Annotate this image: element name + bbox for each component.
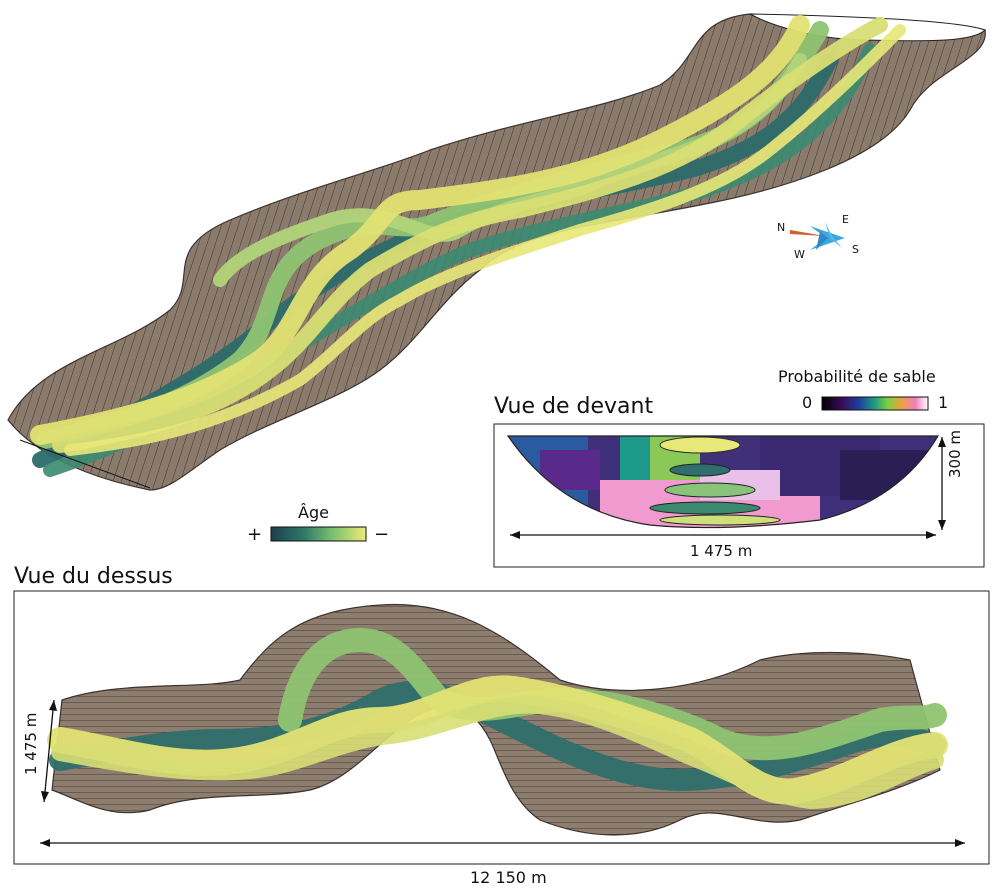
channel-3d-young-3 xyxy=(64,24,906,456)
compass-rose xyxy=(790,222,845,250)
age-colorbar xyxy=(270,526,367,542)
top-view-length-label: 12 150 m xyxy=(470,868,547,887)
channel-3d-young-2 xyxy=(52,17,888,453)
sand-colorbar-min: 0 xyxy=(802,393,813,412)
age-colorbar-plus: + xyxy=(247,524,263,545)
compass-n-label: N xyxy=(777,221,786,234)
valley-3d-view xyxy=(7,13,986,491)
age-colorbar-title: Âge xyxy=(298,503,329,522)
compass-e-label: E xyxy=(842,213,849,226)
front-view-cross-section-outline xyxy=(506,435,940,529)
sand-probability-title: Probabilité de sable xyxy=(778,367,936,386)
valley-3d-end-line xyxy=(19,439,151,489)
age-colorbar-minus: − xyxy=(374,524,390,545)
top-view-channel-young-2 xyxy=(51,695,944,810)
sand-colorbar-max: 1 xyxy=(938,393,949,412)
front-view-title: Vue de devant xyxy=(494,394,654,419)
compass-w-label: W xyxy=(794,248,805,261)
channel-3d-young xyxy=(30,15,810,445)
compass-s-label: S xyxy=(852,243,859,256)
compass-north-arrow xyxy=(790,230,825,236)
top-view-channel-old xyxy=(49,680,946,792)
front-view-width-label: 1 475 m xyxy=(690,542,753,560)
top-view-section xyxy=(13,590,990,865)
sand-probability-colorbar xyxy=(821,396,929,411)
top-view-width-arrow xyxy=(43,699,55,803)
top-view-width-label: 1 475 m xyxy=(22,712,40,775)
top-view-title: Vue du dessus xyxy=(14,564,173,589)
front-view-depth-label: 300 m xyxy=(946,429,964,478)
front-view-section xyxy=(493,423,985,568)
